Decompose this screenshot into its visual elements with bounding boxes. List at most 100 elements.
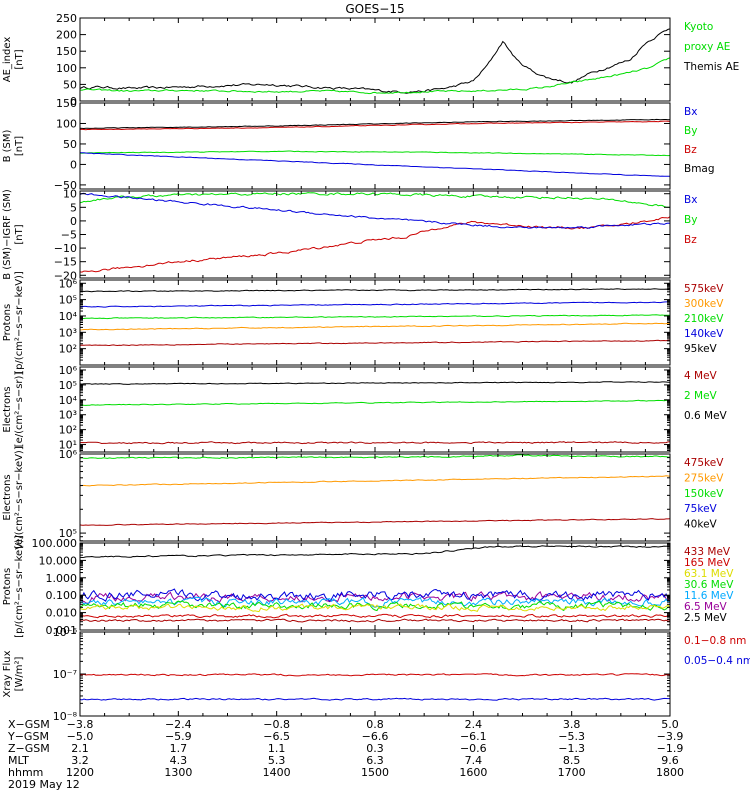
y-tick-label: 10⁶ xyxy=(59,364,78,377)
panel-frame xyxy=(79,366,671,453)
legend-item: Kyoto xyxy=(684,21,713,33)
y-tick-label: 10⁵ xyxy=(59,294,77,307)
y-tick-label: 10⁵ xyxy=(59,379,77,392)
legend-item: By xyxy=(684,125,697,137)
legend-item: 4 MeV xyxy=(684,370,718,382)
y-axis-label: [e/(cm²−s−sr−keV)] xyxy=(14,446,25,549)
y-axis-label: [nT] xyxy=(14,224,25,244)
x-tick-value: 1700 xyxy=(558,766,586,779)
series-group xyxy=(80,118,670,177)
x-axis-table: X−GSM −3.8 −2.4 −0.8 0.8 2.4 3.8 5.0 Y−GSM −5.0 −5… xyxy=(7,718,684,791)
y-tick-label: 10³ xyxy=(59,409,77,422)
legend-item: 2 MeV xyxy=(684,390,718,402)
y-axis-label: Protons xyxy=(2,568,13,605)
series-line-protons-3 xyxy=(80,322,670,331)
legend-item: Bx xyxy=(684,194,697,206)
x-tick-value: 1800 xyxy=(656,766,684,779)
series-line-bsm-3 xyxy=(80,152,670,177)
panel-frame xyxy=(79,542,671,631)
series-group xyxy=(80,673,670,701)
legend-item: 0.6 MeV xyxy=(684,410,728,422)
series-line-protons_mev-5 xyxy=(80,603,670,613)
legend-item: 30.6 MeV xyxy=(684,579,734,591)
y-tick-label: 10³ xyxy=(59,326,77,339)
legend-item: 0.1−0.8 nm xyxy=(684,635,746,647)
legend-item: 275keV xyxy=(684,472,724,484)
x-tick-value: 1.7 xyxy=(170,742,188,755)
legend-item: Bz xyxy=(684,144,697,156)
x-tick-value: −3.9 xyxy=(657,730,684,743)
y-tick-label: −50 xyxy=(54,179,77,192)
series-line-protons_mev-6 xyxy=(80,613,670,619)
panel-frame xyxy=(79,279,671,366)
y-tick-label: 10⁴ xyxy=(59,310,78,323)
series-line-ae-1 xyxy=(80,57,670,95)
legend-item: 140keV xyxy=(684,328,724,340)
legend-item: 0.05−0.4 nm xyxy=(684,655,750,667)
series-line-digrf-0 xyxy=(80,216,670,273)
x-tick-value: 5.3 xyxy=(268,754,286,767)
legend-item: proxy AE xyxy=(684,41,730,53)
x-tick-value: 2.4 xyxy=(465,718,483,731)
series-line-protons-4 xyxy=(80,339,670,347)
series-line-protons-2 xyxy=(80,314,670,320)
y-axis-label: [p/(cm²−s−sr−keV)] xyxy=(14,271,25,374)
y-tick-label: −10 xyxy=(54,242,77,255)
x-tick-value: 7.4 xyxy=(465,754,483,767)
series-group xyxy=(80,28,670,95)
y-axis-label: Xray Flux xyxy=(2,650,13,697)
y-tick-label: 100.000 xyxy=(32,537,78,550)
panel-xray: 10⁻⁸ 10⁻⁷ 10⁻⁶ Xray Flux [W/m²] 0.1−0.8 nm 0.0… xyxy=(2,626,750,723)
panel-electrons_mev: 10¹ 10² 10³ 10⁴ 10⁵ 10⁶ Electrons [e/(cm²−s−sr)… xyxy=(2,364,728,453)
y-tick-label: 10⁻⁸ xyxy=(53,710,78,723)
y-axis-label: B (SM)−IGRF (SM) xyxy=(2,189,13,280)
x-tick-value: −1.3 xyxy=(558,742,585,755)
y-axis-label: [e/(cm²−s−sr)] xyxy=(14,372,25,448)
legend-item: 63.1 MeV xyxy=(684,568,734,580)
legend-item: 75keV xyxy=(684,503,718,515)
x-row-label: Z−GSM xyxy=(8,742,50,755)
legend-item: 433 MeV xyxy=(684,546,731,558)
legend-item: Bx xyxy=(684,106,697,118)
x-tick-value: 5.0 xyxy=(661,718,679,731)
x-tick-value: −0.8 xyxy=(263,718,290,731)
y-axis-label: [p/(cm²−s−sr−keV)] xyxy=(14,535,25,638)
y-axis-label: Electrons xyxy=(2,474,13,520)
series-line-electrons_mev-2 xyxy=(80,441,670,445)
series-line-bsm-0 xyxy=(80,118,670,130)
x-tick-value: −5.3 xyxy=(558,730,585,743)
panel-bsm: −50 0 50 100 150 B (SM) [nT] Bx By Bz Bmag xyxy=(2,97,715,192)
y-tick-label: 10⁶ xyxy=(59,277,78,290)
y-tick-label: 0 xyxy=(70,215,77,228)
y-axis-label: [W/m²] xyxy=(14,656,25,691)
y-tick-label: 10 xyxy=(63,188,77,201)
figure-title: GOES−15 xyxy=(345,2,404,16)
x-row-label: MLT xyxy=(8,754,29,767)
x-tick-value: −1.9 xyxy=(657,742,684,755)
y-tick-label: 10.000 xyxy=(39,554,78,567)
y-tick-label: 10¹ xyxy=(59,439,77,452)
panel-protons_mev: 0.001 0.010 0.100 1.000 10.000 100.000 Protons… xyxy=(2,535,734,638)
x-tick-value: −0.6 xyxy=(460,742,487,755)
y-tick-label: 200 xyxy=(56,29,77,42)
y-tick-label: 100 xyxy=(56,117,77,130)
series-group xyxy=(80,545,670,623)
y-tick-label: 50 xyxy=(63,138,77,151)
y-tick-label: 10² xyxy=(59,424,77,437)
x-tick-value: −6.6 xyxy=(362,730,389,743)
y-tick-label: 0.100 xyxy=(46,589,78,602)
series-line-protons_mev-2 xyxy=(80,588,670,602)
legend-item: 2.5 MeV xyxy=(684,612,728,624)
series-line-protons_mev-7 xyxy=(80,618,670,623)
y-tick-label: 150 xyxy=(56,97,77,110)
series-line-electrons_kev-4 xyxy=(80,518,670,526)
y-axis-label: B (SM) xyxy=(2,129,13,162)
series-line-electrons_mev-0 xyxy=(80,381,670,385)
x-row-label: hhmm xyxy=(8,766,43,779)
x-tick-value: 9.6 xyxy=(661,754,679,767)
series-line-electrons_kev-3 xyxy=(80,475,670,487)
series-group xyxy=(80,381,670,445)
y-tick-label: 0.010 xyxy=(46,607,78,620)
y-tick-label: 150 xyxy=(56,45,77,58)
